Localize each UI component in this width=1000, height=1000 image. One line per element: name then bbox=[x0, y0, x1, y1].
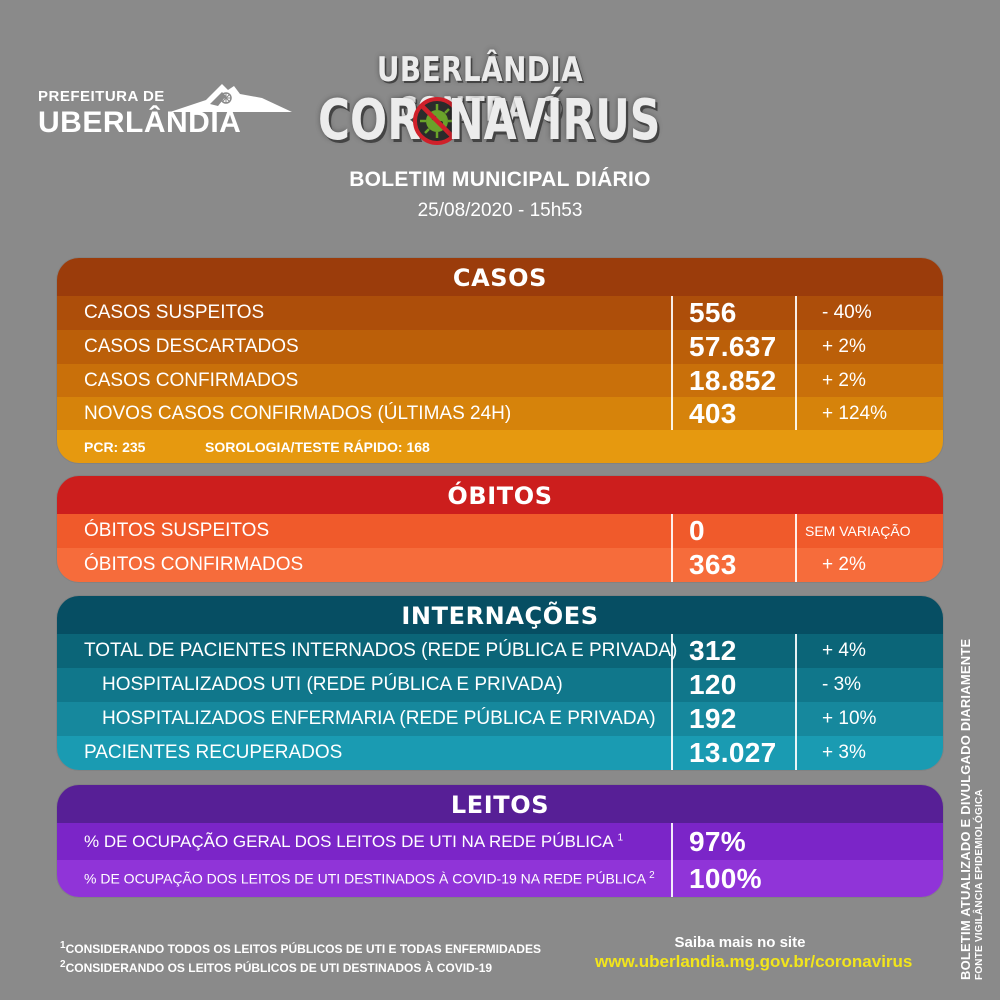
row-label: PACIENTES RECUPERADOS bbox=[84, 742, 343, 763]
campaign-title-line-2: COR NAVÍRUS bbox=[300, 88, 660, 158]
row-change: + 2% bbox=[822, 369, 866, 391]
row-label: TOTAL DE PACIENTES INTERNADOS (REDE PÚBL… bbox=[84, 640, 678, 661]
row-change: - 40% bbox=[822, 302, 872, 323]
internacoes-panel: INTERNAÇÕES TOTAL DE PACIENTES INTERNADO… bbox=[57, 596, 943, 770]
column-divider bbox=[671, 296, 673, 430]
no-virus-icon bbox=[413, 97, 461, 145]
row-value: 363 bbox=[689, 549, 737, 580]
obitos-title: ÓBITOS bbox=[57, 476, 943, 514]
city-skyline-icon bbox=[170, 84, 292, 112]
row-change: + 2% bbox=[822, 336, 866, 357]
table-row: % DE OCUPAÇÃO DOS LEITOS DE UTI DESTINAD… bbox=[57, 860, 943, 897]
row-value: 18.852 bbox=[689, 364, 777, 396]
footnote-2: 2CONSIDERANDO OS LEITOS PÚBLICOS DE UTI … bbox=[60, 957, 541, 976]
row-change: + 4% bbox=[822, 640, 866, 661]
row-change: + 2% bbox=[822, 554, 866, 575]
row-change: + 10% bbox=[822, 708, 877, 729]
column-divider bbox=[795, 634, 797, 770]
footnote-text: CONSIDERANDO OS LEITOS PÚBLICOS DE UTI D… bbox=[65, 961, 493, 975]
row-label: HOSPITALIZADOS ENFERMARIA (REDE PÚBLICA … bbox=[102, 708, 656, 729]
title-navirus: NAVÍRUS bbox=[448, 88, 661, 153]
vertical-source-note: BOLETIM ATUALIZADO E DIVULGADO DIARIAMEN… bbox=[958, 639, 985, 980]
footnote-marker: 2 bbox=[60, 959, 66, 970]
row-change: + 3% bbox=[822, 742, 866, 763]
casos-title: CASOS bbox=[57, 258, 943, 296]
row-label: % DE OCUPAÇÃO GERAL DOS LEITOS DE UTI NA… bbox=[84, 832, 623, 852]
row-value: 556 bbox=[689, 297, 737, 328]
logo-line-2: UBERLÂNDIA bbox=[38, 106, 242, 139]
casos-panel: CASOS CASOS SUSPEITOS 556 - 40% CASOS DE… bbox=[57, 258, 943, 463]
row-label: CASOS CONFIRMADOS bbox=[84, 369, 299, 391]
prefeitura-logo: PREFEITURA DE UBERLÂNDIA bbox=[38, 78, 292, 140]
footnote-1: 1CONSIDERANDO TODOS OS LEITOS PÚBLICOS D… bbox=[60, 938, 541, 957]
table-row: CASOS DESCARTADOS 57.637 + 2% bbox=[57, 330, 943, 364]
row-value: 312 bbox=[689, 635, 737, 666]
row-value: 97% bbox=[689, 825, 746, 857]
table-row: % DE OCUPAÇÃO GERAL DOS LEITOS DE UTI NA… bbox=[57, 823, 943, 860]
row-label-text: % DE OCUPAÇÃO DOS LEITOS DE UTI DESTINAD… bbox=[84, 870, 646, 887]
site-label: Saiba mais no site bbox=[674, 934, 806, 951]
obitos-panel: ÓBITOS ÓBITOS SUSPEITOS 0 SEM VARIAÇÃO Ó… bbox=[57, 476, 943, 582]
footnote-ref: 2 bbox=[649, 870, 655, 882]
row-label: NOVOS CASOS CONFIRMADOS (ÚLTIMAS 24H) bbox=[84, 402, 512, 424]
column-divider bbox=[795, 296, 797, 430]
bulletin-date: 25/08/2020 - 15h53 bbox=[417, 200, 583, 221]
source-note: FONTE VIGILÂNCIA EPIDEMIOLÓGICA bbox=[974, 789, 985, 980]
update-note: BOLETIM ATUALIZADO E DIVULGADO DIARIAMEN… bbox=[958, 638, 973, 980]
row-value: 120 bbox=[689, 669, 737, 700]
row-label: % DE OCUPAÇÃO DOS LEITOS DE UTI DESTINAD… bbox=[84, 870, 655, 887]
table-row: PACIENTES RECUPERADOS 13.027 + 3% bbox=[57, 736, 943, 770]
footnotes: 1CONSIDERANDO TODOS OS LEITOS PÚBLICOS D… bbox=[60, 938, 541, 976]
row-value: 0 bbox=[689, 515, 705, 546]
sorologia-note: SOROLOGIA/TESTE RÁPIDO: 168 bbox=[205, 438, 430, 455]
row-label: CASOS DESCARTADOS bbox=[84, 336, 299, 357]
column-divider bbox=[671, 634, 673, 770]
bulletin-subtitle: BOLETIM MUNICIPAL DIÁRIO bbox=[349, 168, 651, 191]
row-label: CASOS SUSPEITOS bbox=[84, 302, 265, 323]
table-row: HOSPITALIZADOS ENFERMARIA (REDE PÚBLICA … bbox=[57, 702, 943, 736]
column-divider bbox=[671, 514, 673, 582]
table-row: TOTAL DE PACIENTES INTERNADOS (REDE PÚBL… bbox=[57, 634, 943, 668]
row-change: - 3% bbox=[822, 674, 862, 695]
table-row: HOSPITALIZADOS UTI (REDE PÚBLICA E PRIVA… bbox=[57, 668, 943, 702]
table-row: CASOS SUSPEITOS 556 - 40% bbox=[57, 296, 943, 330]
column-divider bbox=[795, 514, 797, 582]
footnote-marker: 1 bbox=[60, 940, 66, 951]
row-value: 192 bbox=[689, 703, 737, 734]
pcr-note: PCR: 235 bbox=[84, 438, 146, 455]
table-row: NOVOS CASOS CONFIRMADOS (ÚLTIMAS 24H) 40… bbox=[57, 397, 943, 430]
row-value: 13.027 bbox=[689, 737, 777, 768]
row-label: HOSPITALIZADOS UTI (REDE PÚBLICA E PRIVA… bbox=[102, 674, 563, 695]
leitos-panel: LEITOS % DE OCUPAÇÃO GERAL DOS LEITOS DE… bbox=[57, 785, 943, 897]
casos-note-row: PCR: 235 SOROLOGIA/TESTE RÁPIDO: 168 bbox=[57, 430, 943, 463]
row-label: ÓBITOS SUSPEITOS bbox=[84, 520, 270, 541]
column-divider bbox=[671, 823, 673, 897]
title-co: COR bbox=[318, 88, 421, 153]
row-value: 403 bbox=[689, 397, 737, 429]
footnote-ref: 1 bbox=[617, 831, 624, 843]
row-value: 57.637 bbox=[689, 331, 777, 362]
internacoes-title: INTERNAÇÕES bbox=[57, 596, 943, 634]
row-label-text: % DE OCUPAÇÃO GERAL DOS LEITOS DE UTI NA… bbox=[84, 831, 613, 851]
leitos-title: LEITOS bbox=[57, 785, 943, 823]
logo-line-1: PREFEITURA DE bbox=[38, 88, 165, 105]
footnote-text: CONSIDERANDO TODOS OS LEITOS PÚBLICOS DE… bbox=[65, 942, 541, 956]
site-link[interactable]: www.uberlandia.mg.gov.br/coronavirus bbox=[595, 952, 913, 971]
table-row: ÓBITOS CONFIRMADOS 363 + 2% bbox=[57, 548, 943, 582]
row-change: + 124% bbox=[822, 402, 887, 424]
table-row: ÓBITOS SUSPEITOS 0 SEM VARIAÇÃO bbox=[57, 514, 943, 548]
row-change: SEM VARIAÇÃO bbox=[805, 523, 911, 539]
row-value: 100% bbox=[689, 862, 762, 894]
row-label: ÓBITOS CONFIRMADOS bbox=[84, 554, 304, 575]
table-row: CASOS CONFIRMADOS 18.852 + 2% bbox=[57, 364, 943, 397]
